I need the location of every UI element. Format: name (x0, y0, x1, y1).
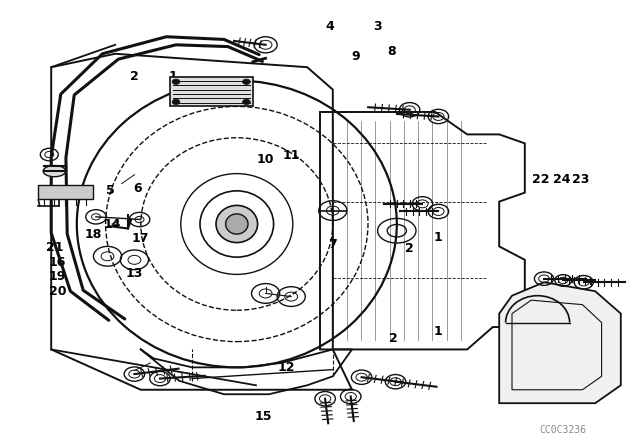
Text: 19: 19 (49, 270, 67, 284)
Text: 18: 18 (84, 228, 102, 241)
Text: 2: 2 (405, 242, 414, 255)
Text: 21: 21 (45, 241, 63, 254)
Text: 20: 20 (49, 284, 67, 298)
Text: 24: 24 (552, 172, 570, 186)
Ellipse shape (216, 205, 258, 243)
Text: 4: 4 (325, 20, 334, 34)
Text: 16: 16 (49, 255, 67, 269)
Text: 23: 23 (572, 172, 590, 186)
Text: CC0C3236: CC0C3236 (540, 425, 587, 435)
Text: 2: 2 (130, 69, 139, 83)
Text: 11: 11 (282, 149, 300, 163)
Ellipse shape (44, 165, 66, 177)
Text: 2: 2 (389, 332, 398, 345)
Text: 7: 7 (328, 237, 337, 251)
Circle shape (243, 99, 250, 104)
Text: 12: 12 (277, 361, 295, 374)
Polygon shape (499, 282, 621, 403)
Circle shape (172, 79, 180, 84)
Text: 9: 9 (351, 49, 360, 63)
Text: 10: 10 (257, 152, 275, 166)
Text: 5: 5 (106, 184, 115, 197)
Text: 14: 14 (103, 217, 121, 231)
Circle shape (243, 79, 250, 84)
Text: 8: 8 (387, 45, 396, 58)
Text: 1: 1 (434, 231, 443, 244)
Bar (170, 77, 253, 106)
Ellipse shape (226, 214, 248, 234)
Text: 15: 15 (255, 410, 273, 423)
Text: 6: 6 (133, 181, 142, 195)
Text: 1: 1 (434, 325, 443, 338)
Text: 3: 3 (373, 20, 382, 34)
Text: 17: 17 (132, 232, 150, 245)
Text: 13: 13 (125, 267, 143, 280)
Bar (38, 185, 93, 199)
Circle shape (172, 99, 180, 104)
Text: 22: 22 (532, 172, 550, 186)
Text: 1: 1 (168, 69, 177, 83)
